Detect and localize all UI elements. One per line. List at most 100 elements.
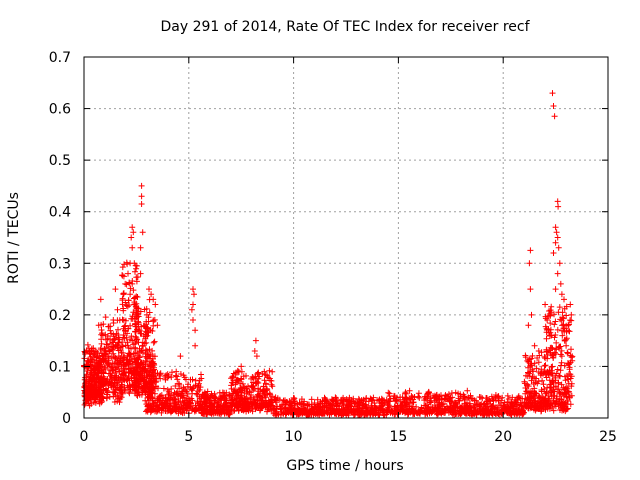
data-point — [230, 379, 236, 386]
data-point — [377, 407, 384, 414]
data-point — [243, 385, 250, 392]
data-point — [131, 260, 138, 267]
data-point — [172, 383, 179, 389]
data-point — [557, 373, 563, 380]
data-point — [527, 405, 534, 412]
data-point — [250, 395, 257, 402]
data-point — [251, 385, 258, 392]
data-point — [172, 400, 179, 407]
data-point — [116, 399, 123, 406]
data-point — [221, 394, 228, 401]
data-point — [501, 399, 508, 406]
data-point — [111, 389, 118, 396]
data-point — [119, 316, 126, 323]
data-point — [137, 378, 144, 385]
data-point — [554, 198, 561, 205]
data-point — [547, 350, 554, 356]
data-point — [283, 409, 290, 416]
data-point — [104, 335, 111, 342]
data-point — [521, 378, 528, 385]
data-point — [252, 337, 259, 344]
data-point — [408, 405, 415, 412]
data-point — [237, 396, 244, 403]
data-point — [314, 403, 320, 410]
data-point — [122, 317, 129, 324]
data-point — [356, 406, 363, 413]
data-point — [562, 406, 568, 413]
data-point — [99, 390, 106, 397]
data-point — [84, 368, 91, 374]
data-point — [87, 354, 94, 360]
data-point — [403, 395, 410, 402]
data-point — [530, 381, 537, 387]
data-point — [133, 356, 140, 363]
data-point — [149, 353, 156, 360]
data-point — [525, 390, 532, 397]
y-tick-label: 0.7 — [49, 50, 71, 66]
data-point — [124, 382, 131, 389]
data-point — [146, 346, 153, 353]
data-point — [538, 407, 545, 414]
data-point — [101, 357, 108, 364]
data-point — [208, 390, 215, 397]
data-point — [129, 280, 136, 287]
data-point — [415, 390, 422, 397]
data-point — [518, 409, 525, 416]
data-point — [379, 396, 386, 403]
data-point — [568, 311, 575, 318]
data-point — [124, 261, 131, 268]
data-point — [127, 386, 134, 393]
data-point — [415, 393, 422, 400]
data-point — [109, 337, 116, 344]
data-point — [527, 247, 534, 254]
data-point — [282, 399, 289, 406]
data-point — [568, 380, 575, 387]
data-point — [120, 291, 127, 298]
data-points-layer — [81, 90, 576, 419]
data-point — [248, 382, 255, 389]
data-point — [476, 394, 483, 400]
data-point — [566, 366, 573, 373]
data-point — [564, 349, 571, 356]
data-point — [561, 305, 568, 312]
data-point — [147, 403, 154, 409]
data-point — [535, 392, 542, 399]
data-point — [207, 393, 214, 400]
data-point — [436, 393, 443, 400]
data-point — [138, 391, 145, 398]
data-point — [128, 333, 135, 340]
x-tick-label: 20 — [494, 429, 512, 445]
data-point — [150, 367, 157, 374]
data-point — [92, 348, 99, 355]
data-point — [542, 406, 549, 413]
data-point — [133, 311, 140, 318]
data-point — [563, 335, 570, 342]
data-point — [254, 401, 261, 408]
data-point — [188, 306, 195, 313]
data-point — [339, 409, 346, 416]
data-point — [189, 376, 196, 383]
data-point — [153, 378, 160, 385]
data-point — [561, 362, 568, 369]
data-point — [554, 326, 561, 333]
data-point — [471, 397, 478, 404]
data-point — [134, 349, 141, 356]
data-point — [103, 387, 110, 394]
data-point — [497, 402, 504, 409]
data-point — [190, 317, 196, 323]
data-point — [346, 407, 353, 414]
data-point — [528, 400, 535, 407]
data-point — [435, 397, 442, 404]
data-point — [380, 411, 387, 418]
data-point — [152, 301, 159, 308]
data-point — [531, 342, 538, 349]
data-point — [101, 364, 108, 371]
data-point — [525, 398, 532, 405]
data-point — [121, 386, 128, 393]
data-point — [180, 384, 187, 391]
data-point — [265, 406, 272, 412]
data-point — [144, 394, 151, 401]
data-point — [236, 368, 242, 375]
data-point — [350, 395, 357, 402]
data-point — [525, 322, 532, 329]
